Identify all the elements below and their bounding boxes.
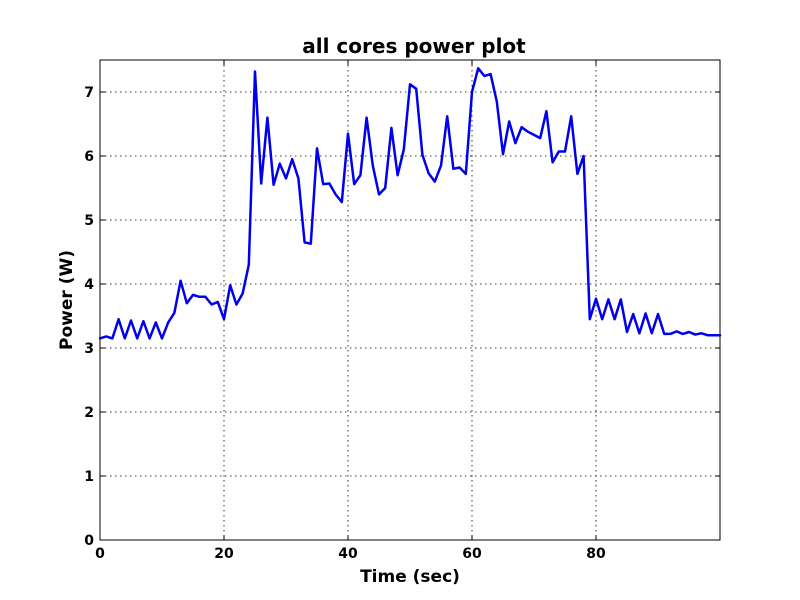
x-axis-label: Time (sec): [360, 567, 460, 587]
y-axis-label: Power (W): [57, 250, 77, 350]
plot-area-frame: [99, 59, 721, 541]
y-tick-label: 7: [84, 85, 94, 101]
y-tick-label: 0: [84, 533, 94, 549]
y-tick-label: 5: [84, 213, 94, 229]
series-layer: [98, 67, 722, 340]
y-tick-label: 3: [84, 341, 94, 357]
x-tick-label: 40: [338, 546, 358, 562]
x-tick-label: 0: [95, 546, 105, 562]
y-tick-label: 1: [84, 469, 94, 485]
x-tick-label: 20: [214, 546, 234, 562]
y-tick-label: 2: [84, 405, 94, 421]
series-line: [98, 67, 722, 340]
x-tick-label: 60: [462, 546, 482, 562]
y-tick-label: 6: [84, 149, 94, 165]
y-tick-label: 4: [84, 277, 94, 293]
chart-title: all cores power plot: [302, 34, 526, 58]
axis-ticks: 0 20 40 60 80 0 1 2 3 4 5 6 7: [84, 60, 720, 562]
grid-lines: [100, 60, 720, 540]
x-tick-label: 80: [586, 546, 606, 562]
